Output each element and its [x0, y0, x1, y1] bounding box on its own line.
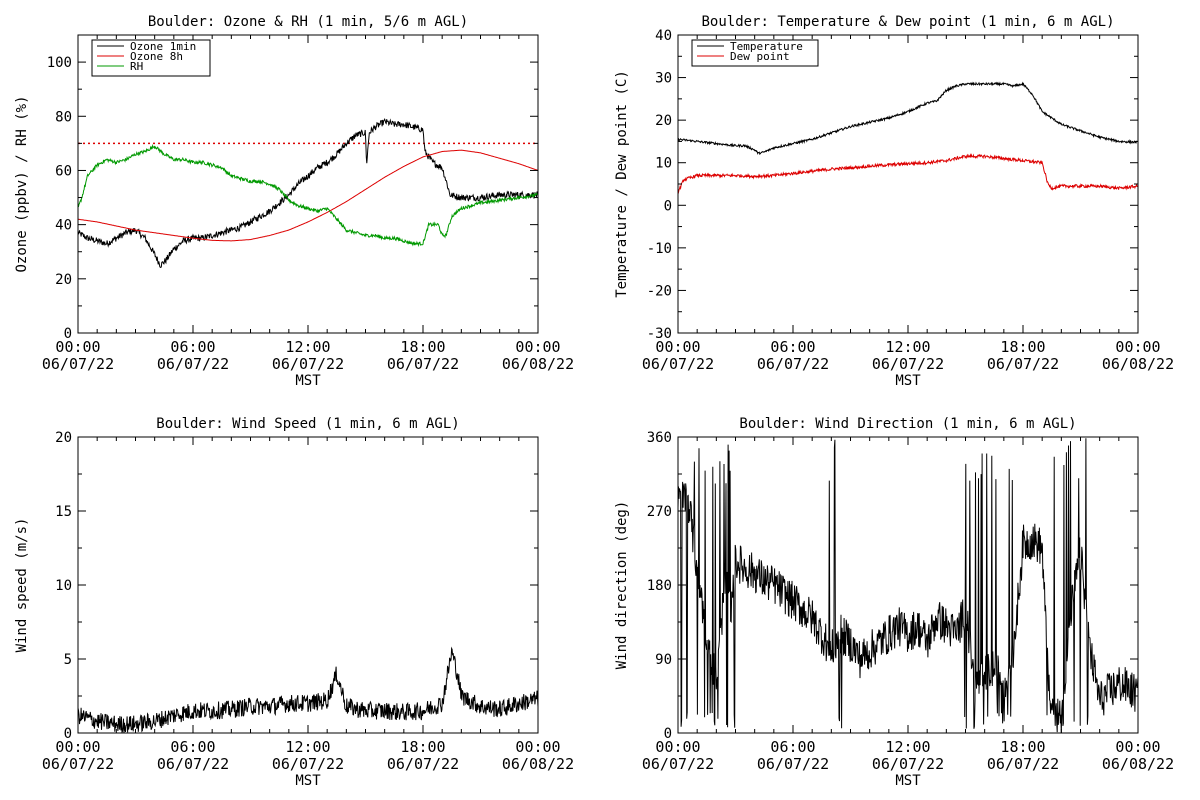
- chart-title: Boulder: Wind Speed (1 min, 6 m AGL): [156, 416, 459, 432]
- chart-title: Boulder: Temperature & Dew point (1 min,…: [701, 14, 1114, 30]
- plot-frame: [77, 436, 539, 734]
- x-tick-date-label: 06/07/22: [987, 755, 1059, 773]
- chart-panel-3: Boulder: Wind Speed (1 min, 6 m AGL) 0 5 10…: [14, 416, 574, 789]
- y-tick-label: -10: [647, 241, 672, 257]
- chart-panel-2: Boulder: Temperature & Dew point (1 min,…: [614, 14, 1174, 389]
- y-tick-label: 15: [55, 504, 72, 520]
- x-tick-label: 00:00: [1115, 738, 1160, 756]
- x-tick-date-label: 06/08/22: [1102, 355, 1174, 373]
- x-tick-label: 12:00: [285, 738, 330, 756]
- legend-entry: Temperature: [730, 40, 803, 53]
- series-line-ozone-1min: [78, 117, 538, 268]
- y-tick-label: 10: [655, 156, 672, 172]
- legend-entry: RH: [130, 60, 143, 73]
- y-tick-label: 0: [664, 726, 672, 742]
- x-tick-label: 00:00: [55, 338, 100, 356]
- y-tick-label: 80: [55, 109, 72, 125]
- x-tick-date-label: 06/07/22: [642, 355, 714, 373]
- y-tick-label: 40: [55, 218, 72, 234]
- x-tick-date-label: 06/07/22: [157, 755, 229, 773]
- x-tick-label: 00:00: [1115, 338, 1160, 356]
- y-tick-label: 10: [55, 578, 72, 594]
- legend-box: [691, 39, 819, 67]
- x-tick-date-label: 06/07/22: [987, 355, 1059, 373]
- x-tick-date-label: 06/07/22: [387, 755, 459, 773]
- x-tick-date-label: 06/07/22: [272, 355, 344, 373]
- x-tick-label: 18:00: [1000, 738, 1045, 756]
- x-axis-label: MST: [295, 773, 321, 789]
- y-tick-label: 30: [655, 71, 672, 87]
- series-line-data: [78, 646, 538, 733]
- x-tick-label: 18:00: [400, 338, 445, 356]
- y-tick-label: 180: [647, 578, 672, 594]
- x-tick-label: 00:00: [515, 338, 560, 356]
- y-tick-label: 60: [55, 163, 72, 179]
- x-axis-label: MST: [895, 373, 921, 389]
- chart-panel-1: Boulder: Ozone & RH (1 min, 5/6 m AGL) 0 2…: [14, 14, 574, 389]
- x-axis-label: MST: [295, 373, 321, 389]
- series-line-data: [678, 438, 1138, 733]
- x-tick-date-label: 06/07/22: [872, 355, 944, 373]
- y-tick-label: 360: [647, 430, 672, 446]
- chart-title: Boulder: Ozone & RH (1 min, 5/6 m AGL): [148, 14, 468, 30]
- x-axis-label: MST: [895, 773, 921, 789]
- x-tick-date-label: 06/08/22: [1102, 755, 1174, 773]
- x-tick-date-label: 06/07/22: [157, 355, 229, 373]
- y-tick-label: 5: [64, 652, 72, 668]
- x-tick-label: 12:00: [885, 738, 930, 756]
- x-tick-date-label: 06/07/22: [42, 755, 114, 773]
- y-axis-label: Wind speed (m/s): [14, 518, 30, 653]
- y-tick-label: 270: [647, 504, 672, 520]
- y-tick-label: 20: [55, 272, 72, 288]
- y-tick-label: -20: [647, 283, 672, 299]
- y-tick-label: 20: [55, 430, 72, 446]
- x-tick-label: 12:00: [885, 338, 930, 356]
- y-tick-label: 100: [47, 55, 72, 71]
- x-tick-label: 06:00: [170, 738, 215, 756]
- x-tick-date-label: 06/07/22: [387, 355, 459, 373]
- x-tick-date-label: 06/07/22: [272, 755, 344, 773]
- x-tick-label: 00:00: [515, 738, 560, 756]
- x-tick-label: 06:00: [770, 738, 815, 756]
- y-tick-label: 90: [655, 652, 672, 668]
- y-tick-label: 0: [64, 326, 72, 342]
- x-tick-date-label: 06/08/22: [502, 355, 574, 373]
- chart-panel-4: Boulder: Wind Direction (1 min, 6 m AGL)…: [614, 416, 1174, 789]
- legend-entry: Dew point: [730, 50, 790, 63]
- x-tick-date-label: 06/07/22: [642, 755, 714, 773]
- x-tick-label: 06:00: [170, 338, 215, 356]
- series-line-dew-point: [678, 153, 1138, 195]
- x-tick-date-label: 06/07/22: [872, 755, 944, 773]
- y-axis-label: Ozone (ppbv) / RH (%): [14, 95, 30, 272]
- y-tick-label: 0: [664, 198, 672, 214]
- legend-entry: Ozone 1min: [130, 40, 196, 53]
- x-tick-label: 00:00: [655, 338, 700, 356]
- y-tick-label: 0: [64, 726, 72, 742]
- series-line-rh: [78, 143, 538, 247]
- x-tick-date-label: 06/07/22: [757, 355, 829, 373]
- plot-frame: [77, 34, 539, 334]
- x-tick-date-label: 06/08/22: [502, 755, 574, 773]
- x-tick-label: 00:00: [55, 738, 100, 756]
- legend-entry: Ozone 8h: [130, 50, 183, 63]
- y-axis-label: Wind direction (deg): [614, 501, 630, 670]
- x-tick-label: 18:00: [1000, 338, 1045, 356]
- y-tick-label: 20: [655, 113, 672, 129]
- x-tick-label: 00:00: [655, 738, 700, 756]
- y-axis-label: Temperature / Dew point (C): [614, 70, 630, 298]
- x-tick-date-label: 06/07/22: [757, 755, 829, 773]
- y-tick-label: -30: [647, 326, 672, 342]
- x-tick-label: 12:00: [285, 338, 330, 356]
- y-tick-label: 40: [655, 28, 672, 44]
- x-tick-label: 18:00: [400, 738, 445, 756]
- series-line-ozone-8h: [78, 149, 538, 242]
- chart-title: Boulder: Wind Direction (1 min, 6 m AGL): [739, 416, 1076, 432]
- series-line-temperature: [678, 81, 1138, 155]
- x-tick-date-label: 06/07/22: [42, 355, 114, 373]
- plot-frame: [677, 34, 1139, 334]
- x-tick-label: 06:00: [770, 338, 815, 356]
